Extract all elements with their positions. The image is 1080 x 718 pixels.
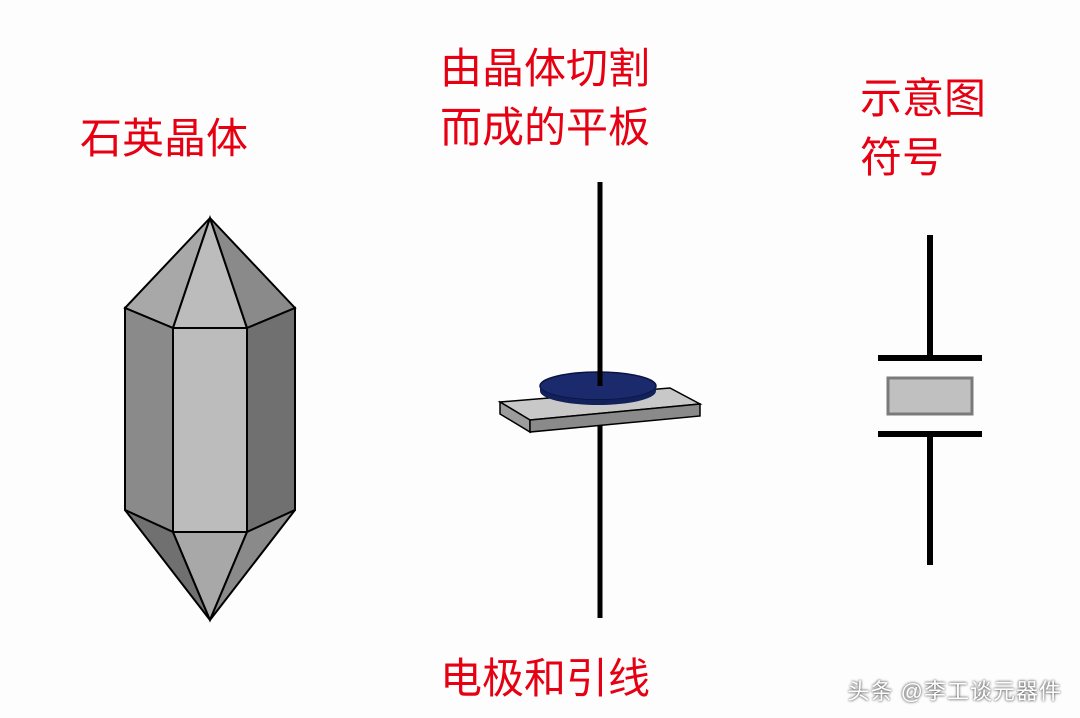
label-symbol-title: 示意图 符号 — [860, 70, 986, 188]
schematic-symbol-svg — [860, 230, 1000, 570]
cut-plate-diagram — [460, 180, 740, 620]
quartz-crystal-svg — [85, 210, 335, 630]
watermark-text: 头条 @李工谈元器件 — [848, 674, 1062, 706]
label-electrode: 电极和引线 — [440, 650, 650, 709]
cut-plate-svg — [460, 180, 740, 620]
label-plate-title: 由晶体切割 而成的平板 — [440, 40, 650, 158]
quartz-crystal-diagram — [85, 210, 335, 630]
schematic-symbol-diagram — [860, 230, 1000, 570]
label-crystal-title: 石英晶体 — [80, 110, 248, 169]
